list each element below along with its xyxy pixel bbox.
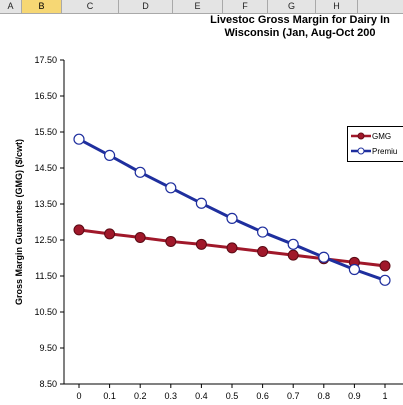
y-tick-label: 16.50 — [34, 91, 57, 101]
data-point-premiu — [73, 133, 85, 145]
column-header-a[interactable]: A — [0, 0, 22, 13]
data-point-premiu — [257, 226, 269, 238]
legend-item-gmg: GMG — [351, 130, 391, 142]
y-tick-label: 17.50 — [34, 55, 57, 65]
x-tick-label: 0.3 — [165, 391, 178, 401]
x-tick-label: 0.7 — [287, 391, 300, 401]
data-point-gmg — [104, 228, 116, 240]
x-tick-label: 0 — [76, 391, 81, 401]
data-point-premiu — [103, 149, 116, 161]
column-header-g[interactable]: G — [268, 0, 316, 13]
data-point-gmg — [165, 235, 177, 247]
data-point-premiu — [195, 197, 207, 209]
data-point-gmg — [73, 224, 85, 236]
column-header-d[interactable]: D — [119, 0, 173, 13]
legend-item-premium: Premiu — [351, 145, 397, 157]
chart-title: Livestoc Gross Margin for Dairy In Wisco… — [150, 14, 403, 40]
legend-swatch-premium — [351, 147, 371, 155]
data-point-premiu — [379, 274, 391, 286]
y-tick-label: 13.50 — [34, 199, 57, 209]
y-tick-label: 12.50 — [34, 235, 57, 245]
data-point-gmg — [195, 238, 207, 250]
data-point-gmg — [134, 231, 146, 243]
legend-label-premium: Premiu — [372, 146, 398, 156]
chart-title-line-2: Wisconsin (Jan, Aug-Oct 200 — [224, 27, 376, 39]
y-tick-label: 15.50 — [34, 127, 57, 137]
data-point-gmg — [226, 242, 238, 254]
data-point-gmg — [379, 260, 391, 272]
column-header-e[interactable]: E — [173, 0, 223, 13]
y-tick-label: 10.50 — [34, 307, 57, 317]
y-axis-title: Gross Margin Guarantee (GMG) ($/cwt) — [14, 139, 24, 305]
x-tick-label: 0.1 — [103, 391, 116, 401]
legend: GMG Premiu — [347, 126, 403, 162]
column-header-b[interactable]: B — [22, 0, 62, 13]
data-point-gmg — [287, 249, 299, 261]
column-header-h[interactable]: H — [316, 0, 358, 13]
legend-label-gmg: GMG — [372, 131, 392, 141]
data-point-premiu — [134, 166, 146, 178]
data-point-premiu — [165, 182, 177, 194]
y-tick-label: 11.50 — [35, 271, 57, 281]
data-point-premiu — [348, 263, 360, 276]
data-point-premiu — [318, 251, 330, 263]
y-tick-label: 14.50 — [34, 163, 57, 173]
column-header-c[interactable]: C — [62, 0, 119, 13]
x-tick-label: 0.5 — [226, 391, 239, 401]
x-tick-label: 0.6 — [256, 391, 269, 401]
chart-title-line-1: Livestoc Gross Margin for Dairy In — [210, 14, 390, 26]
x-tick-label: 0.8 — [318, 391, 331, 401]
column-header-f[interactable]: F — [223, 0, 268, 13]
data-point-premiu — [226, 212, 238, 224]
x-tick-label: 0.2 — [134, 391, 147, 401]
data-point-gmg — [257, 246, 269, 258]
x-tick-label: 1 — [382, 391, 387, 401]
legend-swatch-gmg — [351, 132, 371, 140]
x-tick-label: 0.9 — [348, 391, 361, 401]
x-tick-label: 0.4 — [195, 391, 208, 401]
y-tick-label: 8.50 — [39, 379, 57, 389]
data-point-premiu — [287, 238, 299, 250]
y-tick-label: 9.50 — [39, 343, 57, 353]
